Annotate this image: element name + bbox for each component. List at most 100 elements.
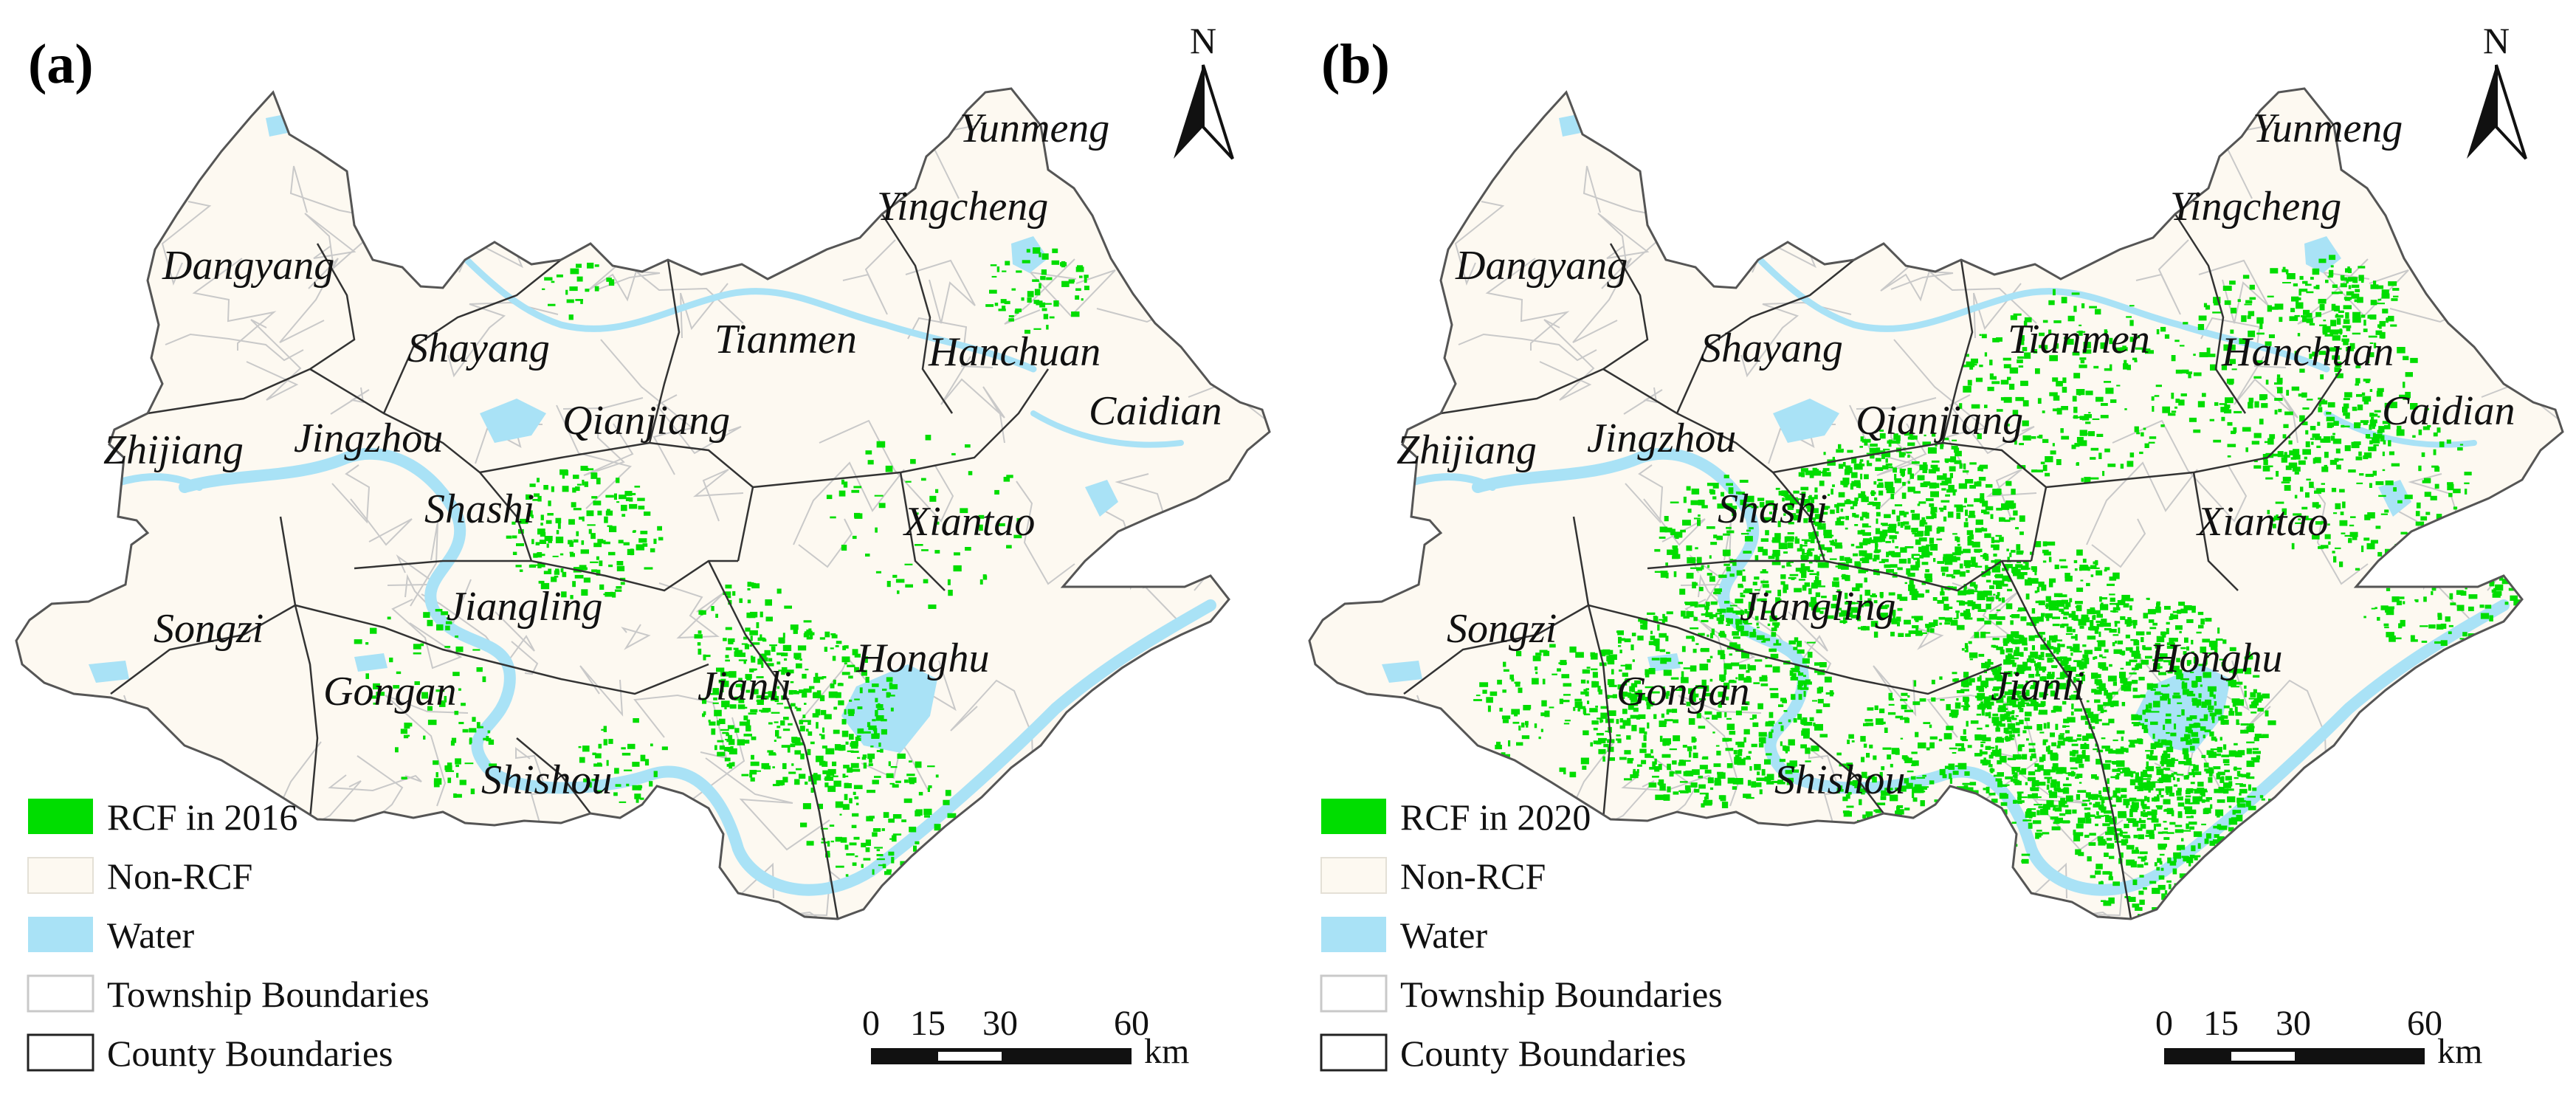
township-boundary	[331, 464, 371, 524]
rcf-patch	[1943, 516, 1947, 522]
rcf-patch	[2273, 515, 2279, 517]
rcf-patch	[565, 289, 568, 295]
rcf-patch	[1618, 636, 1622, 644]
rcf-patch	[2369, 440, 2373, 444]
rcf-patch	[2369, 483, 2372, 488]
rcf-patch	[2059, 608, 2064, 613]
rcf-patch	[2177, 813, 2183, 819]
rcf-patch	[2363, 401, 2369, 404]
rcf-patch	[2015, 715, 2019, 717]
rcf-patch	[1809, 717, 1814, 722]
rcf-patch	[840, 837, 847, 843]
rcf-patch	[2211, 643, 2217, 647]
rcf-patch	[2257, 707, 2264, 712]
rcf-patch	[953, 565, 962, 572]
rcf-patch	[849, 699, 853, 702]
rcf-patch	[2124, 771, 2132, 776]
rcf-patch	[1956, 512, 1961, 520]
rcf-patch	[2079, 364, 2087, 368]
rcf-patch	[1757, 627, 1760, 629]
rcf-patch	[1698, 633, 1705, 636]
rcf-patch	[2224, 763, 2230, 766]
rcf-patch	[1969, 564, 1977, 567]
rcf-patch	[2329, 460, 2338, 465]
rcf-patch	[1881, 452, 1885, 459]
rcf-patch	[779, 639, 785, 644]
rcf-patch	[2129, 605, 2132, 610]
rcf-patch	[2171, 393, 2174, 399]
rcf-patch	[2199, 796, 2203, 802]
rcf-patch	[2400, 531, 2408, 535]
rcf-patch	[1888, 618, 1898, 623]
rcf-patch	[2000, 723, 2005, 727]
rcf-patch	[782, 762, 787, 769]
rcf-patch	[2126, 365, 2131, 371]
rcf-patch	[1759, 789, 1763, 795]
rcf-patch	[2209, 841, 2216, 846]
rcf-patch	[2138, 890, 2144, 895]
rcf-patch	[1788, 719, 1791, 723]
rcf-patch	[2410, 403, 2418, 410]
rcf-patch	[2191, 698, 2198, 702]
rcf-patch	[876, 849, 881, 852]
rcf-patch	[1794, 637, 1799, 642]
rcf-patch	[1916, 822, 1923, 827]
rcf-patch	[2114, 621, 2121, 624]
rcf-patch	[2219, 825, 2228, 830]
rcf-patch	[2293, 449, 2300, 455]
rcf-patch	[1785, 494, 1794, 501]
rcf-patch	[1926, 516, 1934, 520]
rcf-patch	[1720, 795, 1726, 802]
rcf-patch	[1884, 564, 1891, 568]
rcf-patch	[2155, 766, 2161, 769]
rcf-patch	[2058, 594, 2067, 598]
rcf-patch	[661, 746, 668, 751]
rcf-patch	[584, 481, 588, 487]
rcf-patch	[776, 726, 781, 729]
rcf-patch	[1983, 760, 1991, 765]
rcf-patch	[1906, 568, 1911, 575]
rcf-patch	[816, 722, 819, 729]
rcf-patch	[2046, 784, 2050, 790]
rcf-patch	[2372, 423, 2375, 430]
rcf-patch	[2405, 391, 2411, 399]
rcf-patch	[1996, 409, 2003, 412]
rcf-patch	[1725, 748, 1734, 751]
rcf-patch	[1640, 624, 1645, 630]
rcf-patch	[1859, 558, 1867, 561]
rcf-patch	[2141, 724, 2148, 729]
rcf-patch	[1992, 808, 2002, 812]
rcf-patch	[2133, 653, 2141, 659]
rcf-patch	[2154, 810, 2157, 815]
rcf-patch	[2145, 350, 2154, 354]
rcf-patch	[403, 734, 409, 739]
rcf-patch	[2230, 858, 2237, 864]
rcf-patch	[877, 708, 884, 710]
rcf-patch	[2040, 461, 2045, 464]
rcf-patch	[1732, 631, 1739, 636]
rcf-patch	[1816, 607, 1825, 610]
rcf-patch	[2017, 745, 2022, 751]
rcf-patch	[2362, 396, 2372, 402]
rcf-patch	[1803, 681, 1812, 685]
rcf-patch	[2094, 699, 2101, 703]
rcf-patch	[1980, 467, 1983, 472]
rcf-patch	[1664, 719, 1673, 722]
rcf-patch	[2057, 643, 2060, 649]
rcf-patch	[1728, 725, 1735, 728]
rcf-patch	[1991, 717, 2000, 723]
rcf-patch	[852, 649, 858, 655]
rcf-patch	[2076, 588, 2084, 592]
rcf-patch	[855, 855, 858, 858]
rcf-patch	[2154, 666, 2163, 669]
rcf-patch	[2288, 440, 2293, 445]
rcf-patch	[447, 777, 452, 783]
rcf-patch	[2383, 440, 2386, 445]
rcf-patch	[892, 835, 897, 842]
rcf-patch	[2104, 448, 2110, 452]
rcf-patch	[1846, 615, 1850, 619]
rcf-patch	[756, 622, 760, 629]
rcf-patch	[2161, 774, 2169, 779]
rcf-patch	[1809, 474, 1814, 478]
rcf-patch	[1898, 633, 1904, 637]
